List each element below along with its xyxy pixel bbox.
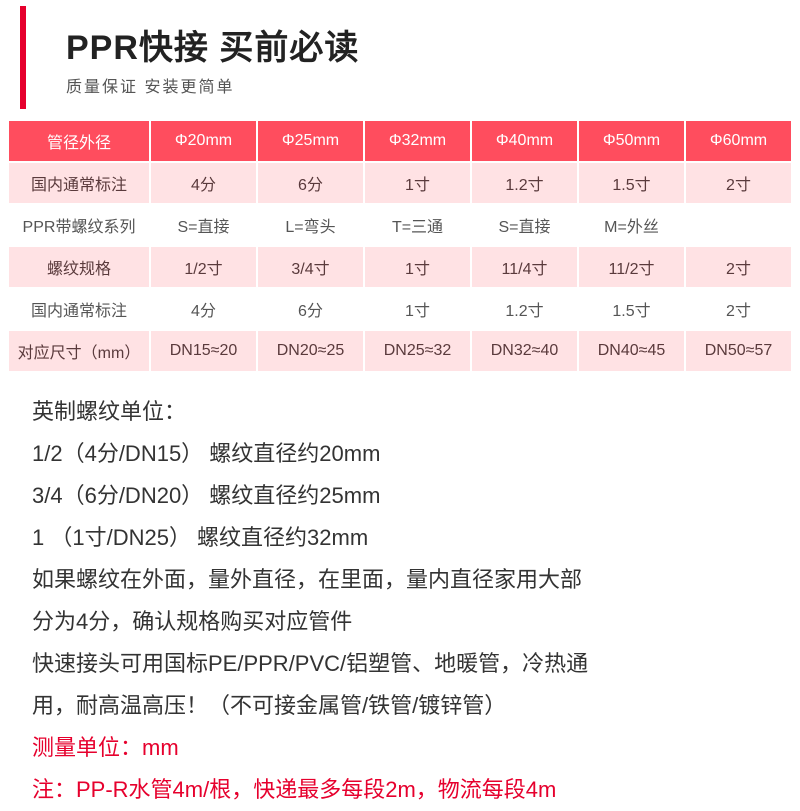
- note-line: 如果螺纹在外面，量外直径，在里面，量内直径家用大部: [32, 559, 768, 601]
- header-col: Φ40mm: [472, 121, 577, 161]
- note-line: 分为4分，确认规格购买对应管件: [32, 601, 768, 643]
- cell: 1.5寸: [579, 163, 684, 203]
- note-line: 3/4（6分/DN20） 螺纹直径约25mm: [32, 475, 768, 517]
- header-col: Φ32mm: [365, 121, 470, 161]
- table-header-row: 管径外径 Φ20mm Φ25mm Φ32mm Φ40mm Φ50mm Φ60mm: [9, 121, 791, 161]
- note-line-red: 注：PP-R水管4m/根，快递最多每段2m，物流每段4m: [32, 769, 768, 811]
- cell: 11/4寸: [472, 247, 577, 287]
- table-row: 对应尺寸（mm） DN15≈20 DN20≈25 DN25≈32 DN32≈40…: [9, 331, 791, 371]
- cell: 2寸: [686, 289, 791, 329]
- cell: DN32≈40: [472, 331, 577, 371]
- header-block: PPR快接 买前必读 质量保证 安装更简单: [20, 6, 800, 109]
- note-line: 快速接头可用国标PE/PPR/PVC/铝塑管、地暖管，冷热通: [32, 643, 768, 685]
- row-label: PPR带螺纹系列: [9, 205, 149, 245]
- header-col: Φ20mm: [151, 121, 256, 161]
- cell: T=三通: [365, 205, 470, 245]
- cell: S=直接: [472, 205, 577, 245]
- cell: 2寸: [686, 247, 791, 287]
- note-line: 用，耐高温高压！（不可接金属管/铁管/镀锌管）: [32, 685, 768, 727]
- notes-block: 英制螺纹单位： 1/2（4分/DN15） 螺纹直径约20mm 3/4（6分/DN…: [0, 391, 800, 811]
- row-label: 螺纹规格: [9, 247, 149, 287]
- note-line: 1 （1寸/DN25） 螺纹直径约32mm: [32, 517, 768, 559]
- row-label: 对应尺寸（mm）: [9, 331, 149, 371]
- table-row: 国内通常标注 4分 6分 1寸 1.2寸 1.5寸 2寸: [9, 289, 791, 329]
- page-title: PPR快接 买前必读: [66, 20, 800, 69]
- cell: 1寸: [365, 289, 470, 329]
- cell: 11/2寸: [579, 247, 684, 287]
- row-label: 国内通常标注: [9, 289, 149, 329]
- header-col: Φ25mm: [258, 121, 363, 161]
- note-line-red: 测量单位：mm: [32, 727, 768, 769]
- cell: DN40≈45: [579, 331, 684, 371]
- cell: 1寸: [365, 163, 470, 203]
- cell: DN50≈57: [686, 331, 791, 371]
- cell: L=弯头: [258, 205, 363, 245]
- cell: DN25≈32: [365, 331, 470, 371]
- header-label: 管径外径: [9, 121, 149, 161]
- cell: 3/4寸: [258, 247, 363, 287]
- table-row: 国内通常标注 4分 6分 1寸 1.2寸 1.5寸 2寸: [9, 163, 791, 203]
- cell: 1/2寸: [151, 247, 256, 287]
- spec-table: 管径外径 Φ20mm Φ25mm Φ32mm Φ40mm Φ50mm Φ60mm…: [7, 119, 793, 373]
- table-row: PPR带螺纹系列 S=直接 L=弯头 T=三通 S=直接 M=外丝: [9, 205, 791, 245]
- cell: S=直接: [151, 205, 256, 245]
- cell: 6分: [258, 163, 363, 203]
- cell: 1.5寸: [579, 289, 684, 329]
- cell: DN20≈25: [258, 331, 363, 371]
- note-line: 英制螺纹单位：: [32, 391, 768, 433]
- cell: 4分: [151, 289, 256, 329]
- cell: DN15≈20: [151, 331, 256, 371]
- cell: 2寸: [686, 163, 791, 203]
- header-col: Φ60mm: [686, 121, 791, 161]
- cell: [686, 205, 791, 245]
- cell: 1.2寸: [472, 163, 577, 203]
- cell: 1.2寸: [472, 289, 577, 329]
- cell: 4分: [151, 163, 256, 203]
- row-label: 国内通常标注: [9, 163, 149, 203]
- table-row: 螺纹规格 1/2寸 3/4寸 1寸 11/4寸 11/2寸 2寸: [9, 247, 791, 287]
- note-line: 1/2（4分/DN15） 螺纹直径约20mm: [32, 433, 768, 475]
- header-col: Φ50mm: [579, 121, 684, 161]
- cell: M=外丝: [579, 205, 684, 245]
- cell: 1寸: [365, 247, 470, 287]
- page-subtitle: 质量保证 安装更简单: [66, 73, 800, 97]
- cell: 6分: [258, 289, 363, 329]
